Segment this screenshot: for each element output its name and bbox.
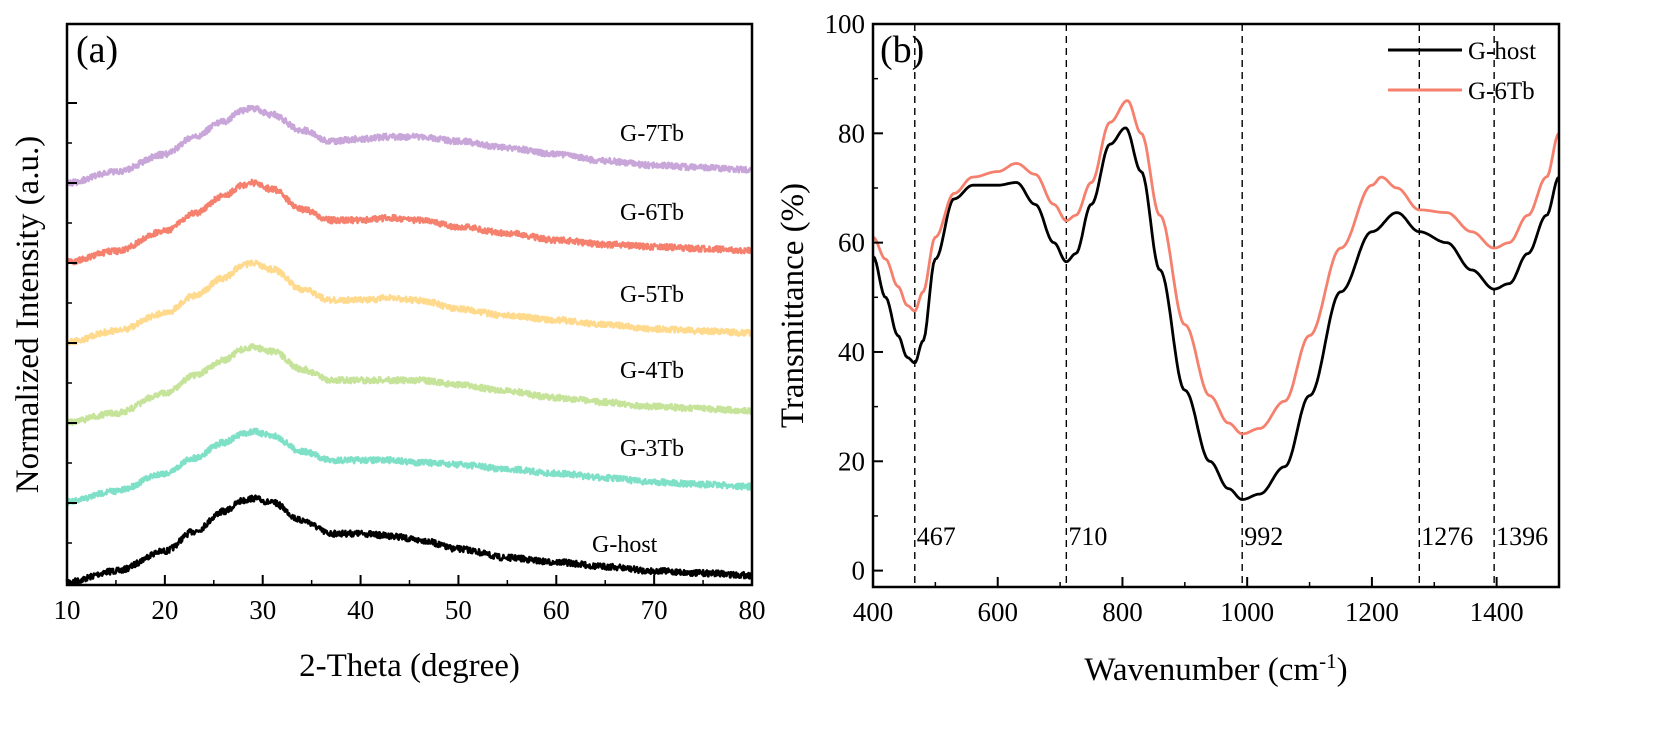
- panel-a-series-g-6tb: [65, 178, 754, 266]
- panel-b-plot-frame: [871, 22, 1561, 589]
- panel-b-reference-label: 1396: [1496, 522, 1548, 551]
- panel-b-ticks: 400 600 800 1000 1200 1400 0 20 40 60 80 100: [825, 9, 1560, 627]
- panel-b-label: (b): [880, 29, 924, 71]
- panel-b-x-tick-label: 1200: [1345, 597, 1399, 627]
- panel-b-y-tick-label: 0: [852, 556, 866, 586]
- panel-b-y-tick-label: 40: [838, 337, 865, 367]
- panel-b: 467 710 992 1276 1396 400 600 800 1000 1200 1400 0…: [775, 9, 1561, 688]
- panel-b-y-tick-label: 20: [838, 446, 865, 476]
- panel-b-reference-label: 710: [1068, 522, 1107, 551]
- panel-b-y-tick-label: 80: [838, 118, 865, 148]
- panel-a-series-g-3tb: [65, 427, 754, 507]
- panel-b-series-g-6tb: [872, 99, 1561, 436]
- panel-a: G-host G-3Tb G-4Tb G-5Tb G-6Tb G-7Tb 10 20 30 40…: [10, 22, 766, 684]
- panel-a-series-g-7tb: [65, 104, 754, 187]
- panel-b-reference-label: 1276: [1421, 522, 1473, 551]
- panel-b-reference-label: 992: [1244, 522, 1283, 551]
- panel-b-legend: G-host G-6Tb: [1388, 38, 1536, 105]
- panel-a-x-tick-label: 80: [739, 595, 766, 625]
- panel-b-x-axis-label-end: ): [1337, 652, 1348, 688]
- panel-b-series-g-host: [871, 126, 1560, 501]
- panel-a-series-label-g-7tb: G-7Tb: [620, 121, 684, 147]
- panel-a-x-tick-label: 10: [54, 595, 81, 625]
- panel-b-y-tick-label: 100: [825, 9, 866, 39]
- panel-a-series-label-g-3tb: G-3Tb: [620, 436, 684, 462]
- panel-b-x-axis-label-superscript: -1: [1319, 649, 1337, 673]
- panel-a-x-tick-label: 40: [347, 595, 374, 625]
- panel-a-y-axis-label: Normalized Intensity (a.u.): [10, 136, 46, 493]
- panel-a-label: (a): [76, 29, 118, 71]
- panel-b-y-tick-label: 60: [838, 228, 865, 258]
- panel-b-reference-lines: 467 710 992 1276 1396: [914, 24, 1548, 587]
- panel-a-x-tick-label: 70: [641, 595, 668, 625]
- panel-b-x-tick-label: 800: [1102, 597, 1143, 627]
- panel-a-series-label-g-6tb: G-6Tb: [620, 200, 684, 226]
- panel-a-series-g-host: [65, 494, 753, 586]
- panel-b-legend-label: G-host: [1468, 38, 1536, 65]
- panel-a-series-g-5tb: [65, 259, 753, 346]
- panel-b-series: [871, 99, 1561, 501]
- panel-b-y-axis-label: Transmittance (%): [775, 183, 811, 428]
- panel-a-series-label-g-5tb: G-5Tb: [620, 282, 684, 308]
- panel-b-x-tick-label: 1000: [1220, 597, 1274, 627]
- panel-b-x-tick-label: 400: [853, 597, 894, 627]
- panel-a-series-label-g-4tb: G-4Tb: [620, 358, 684, 384]
- panel-a-series-g-4tb: [65, 343, 754, 426]
- panel-a-x-tick-label: 20: [151, 595, 178, 625]
- panel-a-x-tick-label: 30: [249, 595, 276, 625]
- panel-a-series-label-g-host: G-host: [592, 532, 658, 558]
- panel-b-x-axis-label: Wavenumber (cm-1): [1084, 649, 1347, 688]
- panel-a-x-tick-label: 50: [445, 595, 472, 625]
- panel-a-x-tick-label: 60: [543, 595, 570, 625]
- panel-b-legend-label: G-6Tb: [1468, 78, 1535, 105]
- panel-b-x-axis-label-main: Wavenumber (cm: [1084, 652, 1319, 688]
- panel-b-x-tick-label: 600: [977, 597, 1018, 627]
- panel-a-x-axis-label: 2-Theta (degree): [299, 648, 520, 684]
- panel-a-series: G-host G-3Tb G-4Tb G-5Tb G-6Tb G-7Tb: [65, 104, 754, 586]
- panel-a-ticks: 10 20 30 40 50 60 70 80: [54, 102, 766, 625]
- panel-b-x-tick-label: 1400: [1470, 597, 1524, 627]
- panel-b-reference-label: 467: [917, 522, 956, 551]
